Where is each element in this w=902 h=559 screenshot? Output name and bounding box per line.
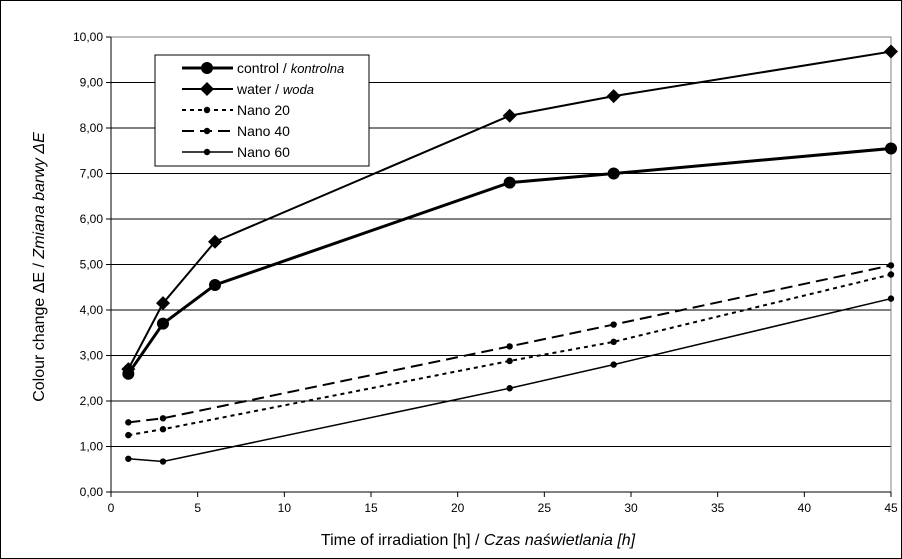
x-tick-label: 45 bbox=[884, 501, 898, 515]
data-point-circle bbox=[157, 317, 169, 330]
legend-label: Nano 20 bbox=[237, 102, 290, 118]
legend-label: control / kontrolna bbox=[237, 60, 344, 76]
series-line bbox=[127, 146, 892, 375]
y-tick-label: 1,00 bbox=[80, 440, 104, 454]
y-tick-label: 0,00 bbox=[80, 485, 104, 499]
x-tick-label: 20 bbox=[451, 501, 465, 515]
data-point bbox=[159, 415, 167, 422]
y-tick-label: 2,00 bbox=[80, 394, 104, 408]
series-5 bbox=[125, 295, 895, 465]
data-point-diamond bbox=[121, 362, 136, 377]
data-point bbox=[125, 455, 132, 462]
data-point-diamond bbox=[208, 234, 222, 249]
series-2 bbox=[121, 44, 898, 377]
series-lines bbox=[121, 44, 898, 465]
x-tick-labels: 0 5 10 15 20 25 30 35 40 45 bbox=[108, 501, 898, 515]
y-tick-label: 8,00 bbox=[80, 121, 104, 135]
series-line bbox=[127, 50, 892, 370]
data-point bbox=[610, 361, 617, 368]
data-point-diamond bbox=[502, 108, 517, 123]
data-point-diamond bbox=[200, 82, 214, 96]
data-point bbox=[125, 419, 132, 426]
y-tick-label: 10,00 bbox=[73, 30, 103, 44]
data-point bbox=[887, 295, 895, 302]
legend-label: Nano 60 bbox=[237, 144, 290, 160]
x-tick-label: 10 bbox=[278, 501, 292, 515]
series-line bbox=[128, 297, 892, 463]
series-3 bbox=[125, 271, 895, 439]
data-point bbox=[887, 271, 895, 278]
legend: control / kontrolna water / woda Nano 20 Na… bbox=[154, 54, 370, 167]
legend-entry: water / woda bbox=[182, 81, 314, 97]
data-point bbox=[159, 426, 167, 433]
data-point-circle bbox=[201, 62, 213, 74]
x-axis-label: Time of irradiation [h] / Czas naświetla… bbox=[321, 532, 636, 549]
x-tick-label: 35 bbox=[711, 501, 725, 515]
y-tick-label: 9,00 bbox=[80, 76, 104, 90]
legend-entry: control / kontrolna bbox=[182, 60, 344, 76]
data-point-diamond bbox=[606, 89, 621, 104]
x-tick-label: 15 bbox=[364, 501, 378, 515]
y-tick-labels: 0,00 1,00 2,00 3,00 4,00 5,00 6,00 7,00 8,00 9,00… bbox=[73, 30, 103, 499]
data-point bbox=[506, 343, 513, 350]
y-axis-label: Colour change ΔE / Zmiana barwy ΔE bbox=[31, 132, 48, 402]
data-point-circle bbox=[503, 176, 516, 189]
y-tick-label: 3,00 bbox=[80, 349, 104, 363]
y-tick-label: 5,00 bbox=[80, 258, 104, 272]
x-tick-label: 5 bbox=[194, 501, 201, 515]
data-point bbox=[159, 458, 167, 465]
x-tick-label: 0 bbox=[108, 501, 115, 515]
data-point bbox=[887, 262, 895, 269]
data-point-diamond bbox=[884, 44, 898, 59]
legend-label: Nano 40 bbox=[237, 123, 290, 139]
legend-label: water / woda bbox=[236, 81, 314, 97]
data-point bbox=[506, 385, 513, 392]
data-point bbox=[203, 127, 211, 135]
data-point bbox=[610, 338, 617, 346]
data-point bbox=[125, 431, 132, 439]
legend-entry: Nano 20 bbox=[182, 102, 290, 118]
y-tick-label: 4,00 bbox=[80, 303, 104, 317]
data-point bbox=[203, 106, 211, 114]
data-point-circle bbox=[607, 167, 620, 180]
data-point-circle bbox=[209, 278, 221, 291]
series-line bbox=[128, 273, 892, 437]
legend-entry: Nano 40 bbox=[182, 123, 290, 139]
data-point bbox=[203, 148, 211, 156]
x-tick-label: 30 bbox=[624, 501, 638, 515]
data-point bbox=[610, 321, 617, 328]
legend-entry: Nano 60 bbox=[182, 144, 290, 160]
y-tick-label: 6,00 bbox=[80, 212, 104, 226]
data-point-circle bbox=[885, 142, 897, 155]
x-tick-label: 40 bbox=[798, 501, 812, 515]
x-tick-label: 25 bbox=[538, 501, 552, 515]
series-4 bbox=[125, 262, 895, 426]
data-point-diamond bbox=[156, 296, 170, 311]
y-tick-label: 7,00 bbox=[80, 167, 104, 181]
data-point bbox=[506, 357, 513, 365]
